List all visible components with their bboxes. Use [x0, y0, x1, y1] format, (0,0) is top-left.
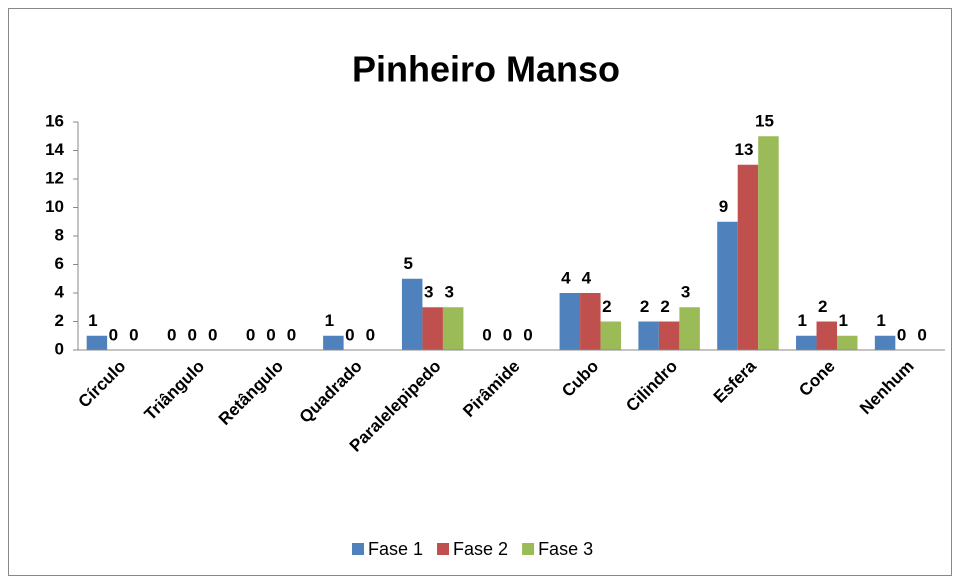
data-label: 2	[602, 297, 611, 316]
data-label: 2	[818, 297, 827, 316]
legend-label: Fase 3	[538, 539, 593, 559]
legend-swatch	[437, 543, 450, 555]
data-label: 0	[187, 325, 196, 344]
data-label: 1	[839, 311, 848, 330]
data-label: 0	[366, 325, 375, 344]
y-tick-label: 12	[45, 168, 64, 187]
bar	[638, 321, 659, 350]
bar	[422, 307, 443, 350]
bar	[658, 321, 680, 350]
chart-border	[8, 8, 952, 576]
data-label: 0	[266, 325, 275, 344]
bar	[442, 307, 464, 350]
data-label: 5	[403, 254, 412, 273]
data-label: 0	[345, 325, 354, 344]
data-label: 0	[482, 325, 491, 344]
data-label: 4	[582, 268, 592, 287]
data-label: 2	[640, 297, 649, 316]
bar	[758, 136, 779, 350]
data-label: 9	[719, 197, 728, 216]
data-label: 0	[897, 325, 906, 344]
data-label: 0	[287, 325, 296, 344]
bar	[796, 335, 817, 350]
data-label: 0	[129, 325, 138, 344]
y-tick-label: 14	[45, 140, 64, 159]
bar	[874, 335, 896, 350]
y-tick-label: 2	[55, 311, 64, 330]
bar	[816, 321, 838, 350]
bar	[600, 321, 622, 350]
legend-label: Fase 1	[368, 539, 423, 559]
data-label: 1	[325, 311, 334, 330]
data-label: 1	[88, 311, 97, 330]
data-label: 1	[798, 311, 807, 330]
data-label: 0	[246, 325, 255, 344]
y-tick-label: 6	[55, 254, 64, 273]
legend-swatch	[522, 543, 535, 555]
bar	[837, 335, 858, 350]
legend-swatch	[352, 543, 364, 555]
legend-label: Fase 2	[453, 539, 508, 559]
data-label: 3	[424, 283, 433, 302]
data-label: 2	[660, 297, 669, 316]
bar	[717, 221, 738, 350]
bar	[559, 293, 581, 350]
y-tick-label: 0	[55, 339, 64, 358]
bar	[401, 278, 423, 350]
bar	[323, 335, 344, 350]
data-label: 0	[503, 325, 512, 344]
y-tick-label: 16	[45, 111, 64, 130]
data-label: 0	[167, 325, 176, 344]
data-label: 3	[681, 283, 690, 302]
data-label: 3	[444, 283, 453, 302]
chart-title: Pinheiro Manso	[352, 49, 620, 90]
data-label: 1	[876, 311, 885, 330]
bar	[86, 335, 108, 350]
y-tick-label: 8	[55, 225, 64, 244]
data-label: 15	[755, 112, 774, 131]
data-label: 0	[208, 325, 217, 344]
data-label: 0	[917, 325, 926, 344]
y-tick-label: 4	[55, 282, 65, 301]
bar	[737, 164, 759, 350]
bar	[580, 293, 601, 350]
data-label: 13	[734, 140, 753, 159]
data-label: 0	[109, 325, 118, 344]
y-tick-label: 10	[45, 197, 64, 216]
bar	[679, 307, 700, 350]
data-label: 0	[523, 325, 532, 344]
data-label: 4	[561, 268, 571, 287]
